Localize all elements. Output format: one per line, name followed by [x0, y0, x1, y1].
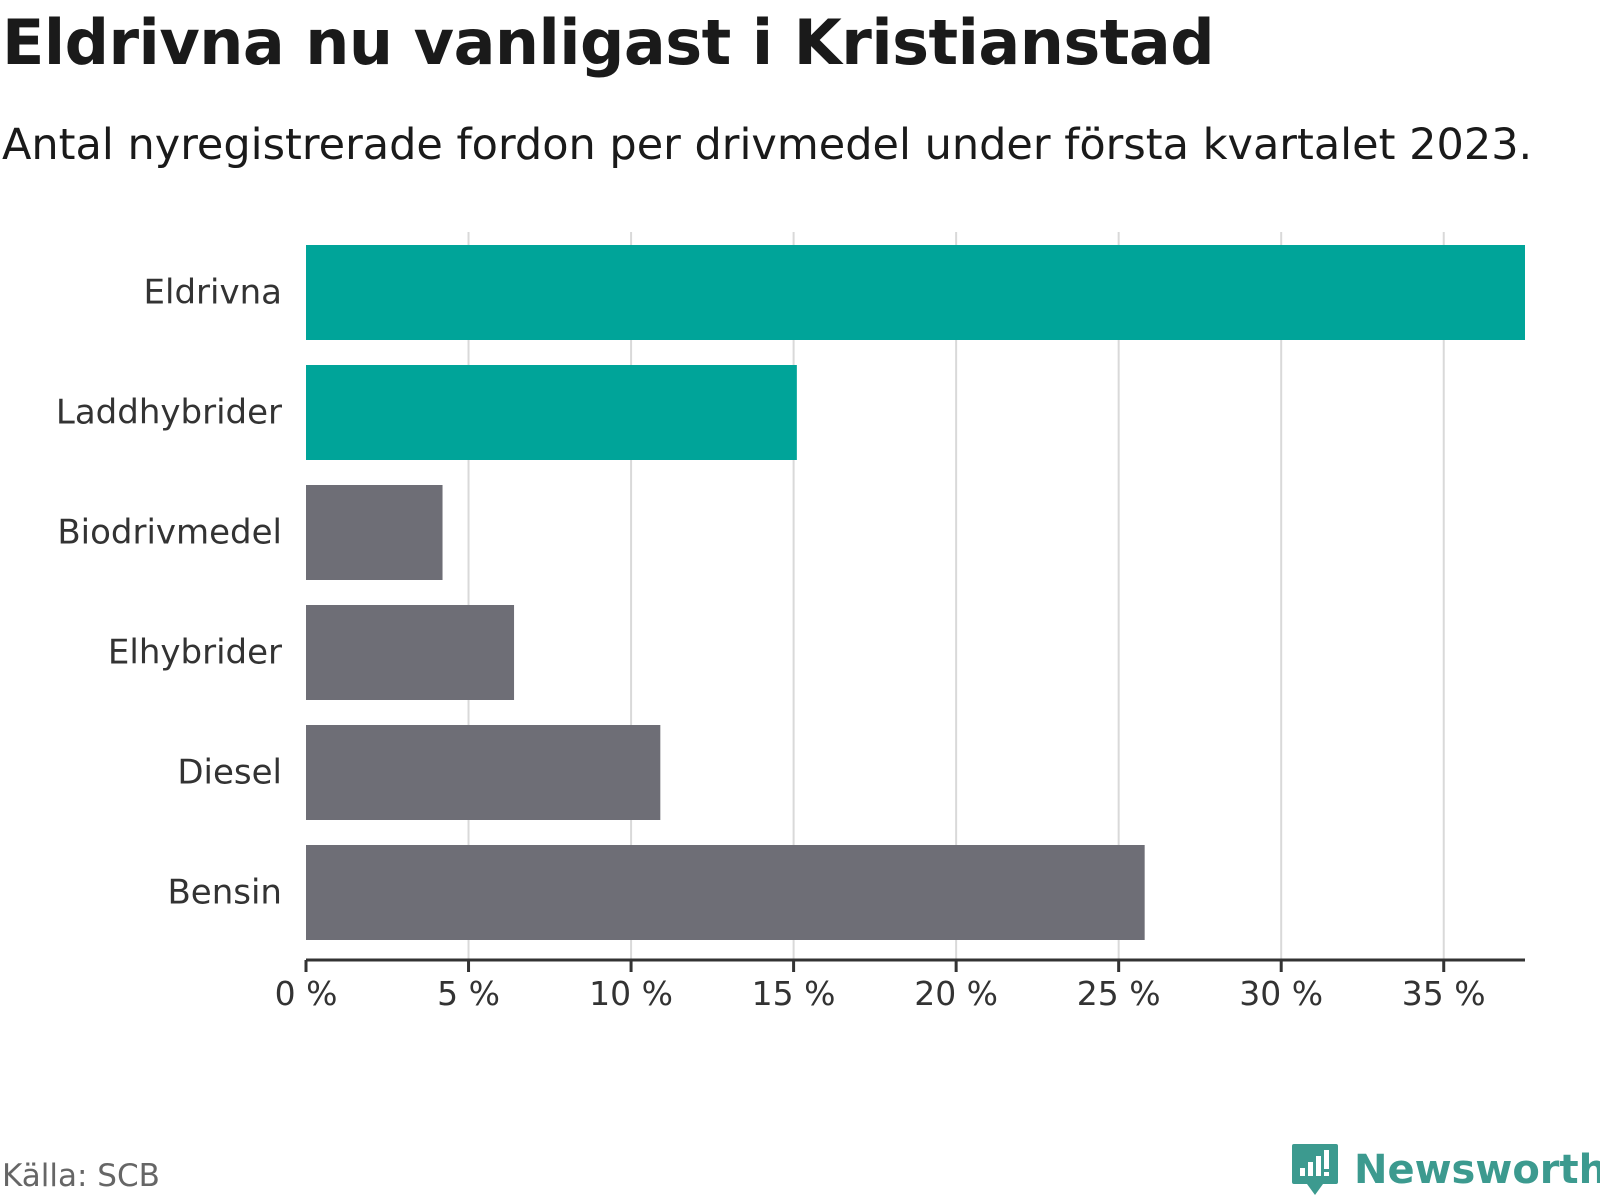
category-label: Elhybrider: [108, 633, 282, 673]
x-tick-label: 35 %: [1402, 974, 1486, 1013]
x-tick-label: 10 %: [589, 974, 673, 1013]
x-tick-label: 30 %: [1239, 974, 1323, 1013]
brand-logo: Newsworthy: [1290, 1142, 1600, 1198]
category-label: Biodrivmedel: [57, 513, 282, 553]
bar: [306, 245, 1525, 340]
category-label: Diesel: [177, 753, 282, 793]
x-axis: 0 % 5 % 10 % 15 % 20 % 25 % 30 % 35 %: [275, 958, 1525, 1013]
category-label: Eldrivna: [144, 273, 282, 313]
x-tick-label: 0 %: [275, 974, 338, 1013]
category-label: Laddhybrider: [56, 393, 282, 433]
source-note: Källa: SCB: [2, 1158, 160, 1194]
x-tick-label: 15 %: [752, 974, 836, 1013]
brand-name: Newsworthy: [1354, 1147, 1600, 1193]
newsworthy-logo-icon: [1292, 1144, 1338, 1195]
bar: [306, 605, 515, 700]
bars: [306, 245, 1525, 940]
chart-subtitle: Antal nyregistrerade fordon per drivmede…: [2, 120, 1533, 170]
x-tick-label: 25 %: [1077, 974, 1161, 1013]
x-tick-label: 5 %: [437, 974, 500, 1013]
chart-title: Eldrivna nu vanligast i Kristianstad: [2, 6, 1215, 79]
bar: [306, 485, 443, 580]
category-labels: Eldrivna Laddhybrider Biodrivmedel Elhybrid…: [56, 273, 282, 913]
bar: [306, 365, 797, 460]
bar-chart: Eldrivna Laddhybrider Biodrivmedel Elhybrid…: [56, 232, 1525, 1013]
category-label: Bensin: [167, 873, 282, 913]
bar: [306, 845, 1145, 940]
x-tick-label: 20 %: [914, 974, 998, 1013]
grid-lines: [467, 232, 1445, 960]
bar: [306, 725, 661, 820]
